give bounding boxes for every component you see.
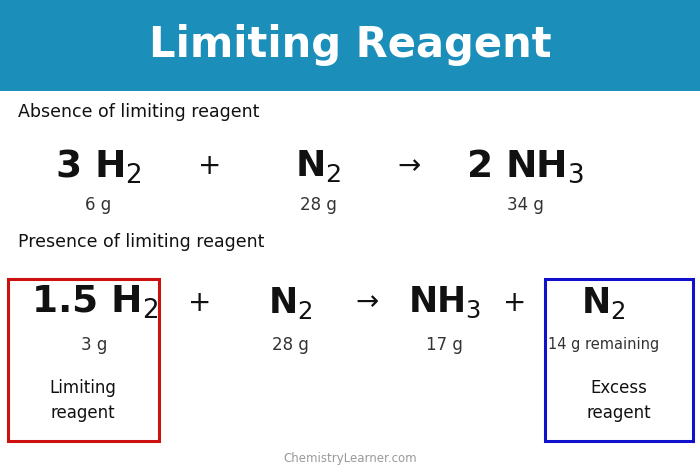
Text: 2 NH$_3$: 2 NH$_3$ [466,148,584,185]
Text: 14 g remaining: 14 g remaining [548,337,659,352]
Text: N$_2$: N$_2$ [295,149,342,184]
FancyBboxPatch shape [8,279,159,441]
Text: Presence of limiting reagent: Presence of limiting reagent [18,233,264,250]
Text: +: + [503,288,526,317]
FancyBboxPatch shape [545,279,693,441]
Text: +: + [198,152,222,181]
Text: →: → [398,152,421,181]
Text: ChemistryLearner.com: ChemistryLearner.com [284,452,416,465]
Text: 3 H$_2$: 3 H$_2$ [55,147,141,186]
Text: 34 g: 34 g [507,196,543,214]
Text: 3 g: 3 g [81,336,108,354]
Text: →: → [356,288,379,317]
Text: 6 g: 6 g [85,196,111,214]
Text: 17 g: 17 g [426,336,463,354]
Text: +: + [188,288,211,317]
FancyBboxPatch shape [0,0,700,91]
Text: 28 g: 28 g [272,336,309,354]
Text: Absence of limiting reagent: Absence of limiting reagent [18,103,259,121]
Text: N$_2$: N$_2$ [581,285,626,320]
Text: Excess
reagent: Excess reagent [587,379,651,423]
Text: 28 g: 28 g [300,196,337,214]
Text: N$_2$: N$_2$ [268,285,313,320]
Text: 1.5 H$_2$: 1.5 H$_2$ [31,284,158,321]
Text: NH$_3$: NH$_3$ [408,285,481,320]
Text: Limiting Reagent: Limiting Reagent [148,23,552,66]
Text: Limiting
reagent: Limiting reagent [50,379,117,423]
